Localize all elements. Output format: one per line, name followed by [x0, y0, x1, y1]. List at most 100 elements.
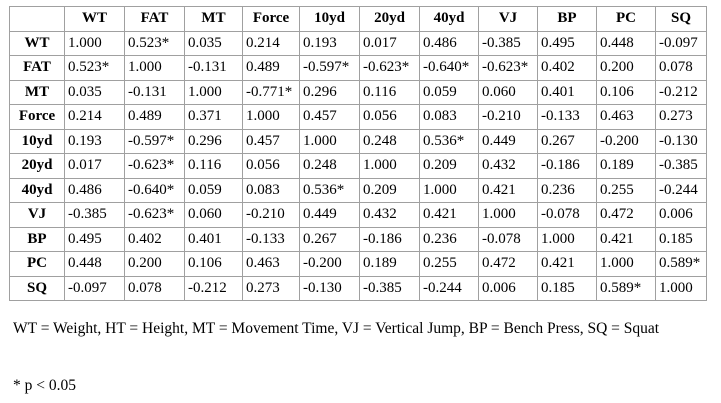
row-header: SQ	[9, 275, 65, 301]
table-cell: -0.078	[478, 226, 538, 252]
table-cell: 0.236	[537, 177, 597, 203]
table-cell: 0.371	[184, 104, 243, 130]
table-row: VJ -0.385 -0.623* 0.060 -0.210 0.449 0.432 0.42…	[9, 202, 707, 228]
table-cell: -0.186	[537, 153, 597, 179]
table-cell: -0.385	[478, 30, 538, 56]
row-header: WT	[9, 30, 65, 56]
significance-note: * p < 0.05	[13, 377, 76, 394]
table-cell: 0.523*	[64, 55, 125, 81]
table-cell: 0.193	[299, 30, 360, 56]
table-cell: 0.457	[242, 128, 300, 154]
table-row: 20yd 0.017 -0.623* 0.116 0.056 0.248 1.000 0.20…	[9, 153, 707, 179]
table-row: WT 1.000 0.523* 0.035 0.214 0.193 0.017 0.486 -0…	[9, 30, 707, 56]
table-cell: 0.017	[64, 153, 125, 179]
table-cell: 0.189	[359, 251, 420, 277]
table-cell: 0.402	[124, 226, 185, 252]
table-cell: 0.006	[478, 275, 538, 301]
table-cell: 0.059	[184, 177, 243, 203]
column-header: SQ	[655, 6, 707, 32]
table-cell: 0.236	[419, 226, 479, 252]
table-cell: -0.131	[184, 55, 243, 81]
table-cell: 0.185	[655, 226, 707, 252]
table-cell: 0.472	[596, 202, 656, 228]
table-cell: 0.035	[184, 30, 243, 56]
table-cell: 0.078	[124, 275, 185, 301]
table-row: PC 0.448 0.200 0.106 0.463 -0.200 0.189 0.255 0.…	[9, 251, 707, 277]
table-cell: 0.200	[596, 55, 656, 81]
table-cell: 0.214	[242, 30, 300, 56]
table-cell: -0.130	[299, 275, 360, 301]
table-cell: -0.097	[655, 30, 707, 56]
table-cell: 1.000	[184, 79, 243, 105]
table-cell: -0.186	[359, 226, 420, 252]
row-header: VJ	[9, 202, 65, 228]
table-row: MT 0.035 -0.131 1.000 -0.771* 0.296 0.116 0.059…	[9, 79, 707, 105]
table-cell: 0.083	[419, 104, 479, 130]
table-cell: 0.421	[419, 202, 479, 228]
table-cell: -0.640*	[124, 177, 185, 203]
row-header: BP	[9, 226, 65, 252]
row-header: 20yd	[9, 153, 65, 179]
table-cell: 0.035	[64, 79, 125, 105]
table-cell: 0.489	[124, 104, 185, 130]
table-cell: 0.209	[419, 153, 479, 179]
column-header: WT	[64, 6, 125, 32]
table-cell: 0.083	[242, 177, 300, 203]
table-cell: 1.000	[596, 251, 656, 277]
table-cell: 1.000	[478, 202, 538, 228]
table-cell: 0.248	[359, 128, 420, 154]
table-cell: 0.401	[537, 79, 597, 105]
table-row: BP 0.495 0.402 0.401 -0.133 0.267 -0.186 0.236-…	[9, 226, 707, 252]
table-cell: 0.273	[242, 275, 300, 301]
table-cell: 0.056	[242, 153, 300, 179]
column-header: 40yd	[419, 6, 479, 32]
table-cell: 0.589*	[596, 275, 656, 301]
column-header: FAT	[124, 6, 185, 32]
table-cell: -0.597*	[124, 128, 185, 154]
table-cell: 0.463	[242, 251, 300, 277]
table-cell: -0.623*	[478, 55, 538, 81]
table-cell: 0.116	[184, 153, 243, 179]
table-cell: 0.402	[537, 55, 597, 81]
column-header: BP	[537, 6, 597, 32]
row-header: Force	[9, 104, 65, 130]
table-cell: -0.212	[184, 275, 243, 301]
table-cell: 0.486	[419, 30, 479, 56]
table-cell: 0.472	[478, 251, 538, 277]
column-header: Force	[242, 6, 300, 32]
table-row: 10yd 0.193 -0.597* 0.296 0.457 1.000 0.248 0.53…	[9, 128, 707, 154]
table-cell: 0.448	[64, 251, 125, 277]
table-cell: -0.623*	[359, 55, 420, 81]
table-cell: 0.078	[655, 55, 707, 81]
table-cell: 0.457	[299, 104, 360, 130]
table-cell: -0.131	[124, 79, 185, 105]
corner-cell	[9, 6, 65, 32]
row-header: MT	[9, 79, 65, 105]
table-cell: 0.106	[184, 251, 243, 277]
table-cell: 0.296	[184, 128, 243, 154]
table-cell: -0.210	[478, 104, 538, 130]
table-cell: 0.589*	[655, 251, 707, 277]
table-cell: -0.771*	[242, 79, 300, 105]
table-cell: 0.267	[537, 128, 597, 154]
table-cell: 0.489	[242, 55, 300, 81]
correlation-table: WT FAT MT Force 10yd 20yd 40yd VJ BP PC …	[9, 6, 707, 301]
table-cell: -0.623*	[124, 153, 185, 179]
table-cell: 1.000	[299, 128, 360, 154]
table-cell: 0.106	[596, 79, 656, 105]
table-cell: 0.449	[299, 202, 360, 228]
table-cell: -0.244	[655, 177, 707, 203]
table-cell: -0.385	[359, 275, 420, 301]
table-cell: 0.056	[359, 104, 420, 130]
table-row: FAT 0.523* 1.000 -0.131 0.489 -0.597* -0.623* -…	[9, 55, 707, 81]
table-cell: 0.189	[596, 153, 656, 179]
table-cell: -0.244	[419, 275, 479, 301]
table-row: 40yd 0.486 -0.640* 0.059 0.083 0.536* 0.209 1.0…	[9, 177, 707, 203]
table-cell: 0.185	[537, 275, 597, 301]
abbreviation-legend: WT = Weight, HT = Height, MT = Movement …	[13, 320, 660, 337]
table-cell: -0.200	[299, 251, 360, 277]
table-cell: 0.200	[124, 251, 185, 277]
header-row: WT FAT MT Force 10yd 20yd 40yd VJ BP PC …	[9, 6, 707, 32]
table-cell: 1.000	[419, 177, 479, 203]
table-row: Force 0.214 0.489 0.371 1.000 0.457 0.056 0.083…	[9, 104, 707, 130]
